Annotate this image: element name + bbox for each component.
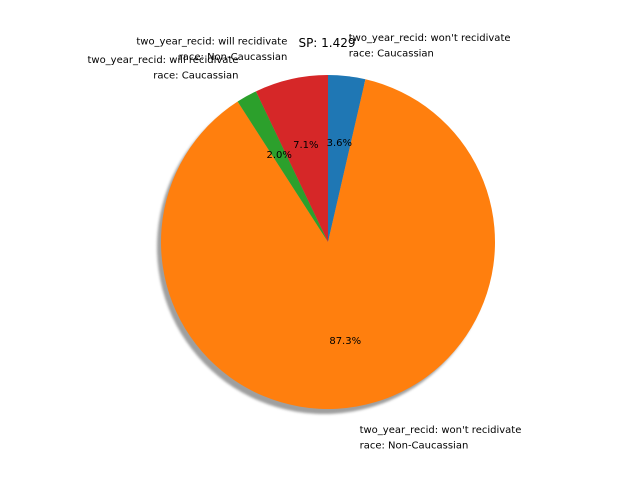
pie-category-label-line: race: Caucassian — [153, 71, 238, 82]
pie-slice — [255, 75, 328, 242]
pie-slice — [160, 79, 495, 409]
pie-slices — [160, 75, 495, 409]
pie-pct-label: 87.3% — [329, 336, 361, 347]
chart-title: SP: 1.429 — [298, 36, 355, 50]
pie-category-label-line: two_year_recid: won't recidivate — [349, 33, 511, 44]
pie-category-label-line: two_year_recid: will recidivate — [87, 55, 238, 66]
pie-category-label-line: race: Non-Caucassian — [360, 440, 469, 451]
pie-category-label-line: two_year_recid: will recidivate — [136, 36, 287, 47]
pie-pct-label: 2.0% — [266, 150, 291, 161]
pie-category-label: two_year_recid: will recidivate race: Non… — [136, 36, 287, 63]
pie-slice — [328, 75, 366, 242]
pie-category-label: two_year_recid: won't recidivate race: No… — [360, 425, 522, 452]
pie-category-label-line: race: Caucassian — [349, 48, 434, 59]
pie-category-label: two_year_recid: will recidivate race: Cau… — [87, 55, 238, 82]
pie-pct-label: 7.1% — [293, 140, 318, 151]
pie-pct-label: 3.6% — [327, 138, 352, 149]
pie-slice — [237, 91, 328, 242]
pie-labels: 3.6% two_year_recid: won't recidivate race… — [87, 33, 521, 451]
pie-category-label-line: two_year_recid: won't recidivate — [360, 425, 522, 436]
pie-category-label-line: race: Non-Caucassian — [179, 52, 288, 63]
pie-category-label: two_year_recid: won't recidivate race: Ca… — [349, 33, 511, 60]
